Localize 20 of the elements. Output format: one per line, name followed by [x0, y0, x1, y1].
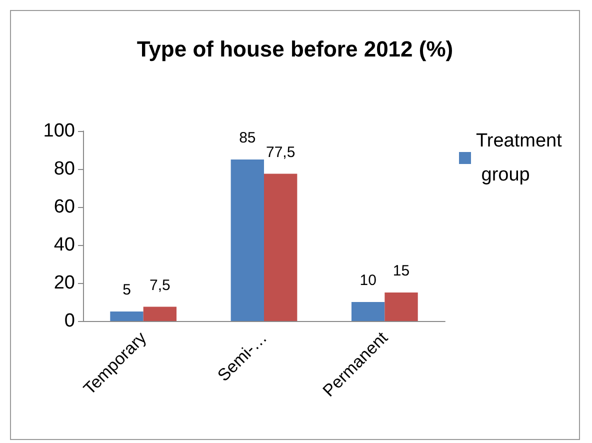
data-label: 10: [360, 272, 376, 289]
bar: [351, 302, 385, 321]
y-tick-label: 100: [43, 120, 75, 142]
data-label: 77,5: [266, 144, 296, 161]
data-label: 7,5: [149, 276, 170, 294]
bar: [384, 292, 418, 321]
bar: [110, 312, 144, 321]
chart-title: Type of house before 2012 (%): [136, 36, 454, 62]
bar: [264, 174, 298, 321]
y-tick-label: 20: [54, 272, 75, 294]
legend-label: Treatment group: [476, 130, 563, 186]
data-label: 85: [239, 130, 256, 146]
bar: [230, 160, 264, 321]
bar: [143, 306, 177, 321]
y-tick-label: 80: [54, 158, 75, 180]
y-tick-label: 60: [54, 196, 75, 218]
data-label: 15: [392, 262, 410, 280]
y-tick-label: 40: [54, 234, 75, 256]
y-tick-label: 0: [64, 310, 75, 332]
data-label: 5: [122, 282, 131, 298]
